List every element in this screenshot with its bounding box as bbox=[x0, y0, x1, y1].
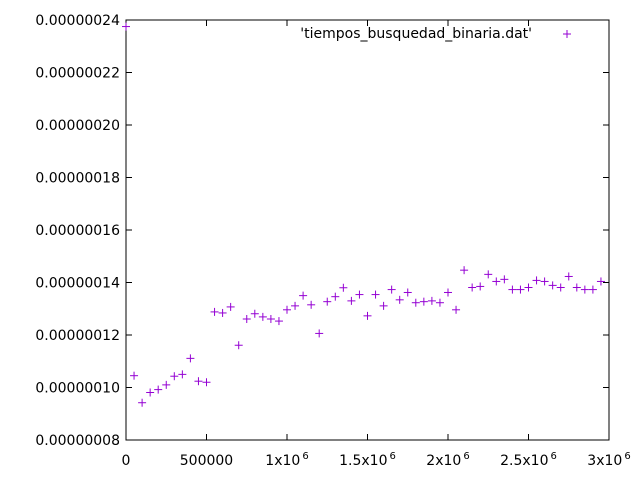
data-point bbox=[500, 275, 509, 284]
x-tick-label-exponent: 6 bbox=[624, 451, 630, 462]
data-point bbox=[588, 285, 597, 294]
x-tick-label: 2x10 6 bbox=[426, 451, 469, 469]
data-point bbox=[178, 370, 187, 379]
data-point bbox=[194, 377, 203, 386]
data-point bbox=[226, 302, 235, 311]
x-tick-label-base: 1.5x10 bbox=[339, 453, 387, 469]
data-point bbox=[371, 290, 380, 299]
x-tick-label: 2.5x10 6 bbox=[500, 451, 557, 469]
data-point bbox=[427, 296, 436, 305]
y-tick-labels: 0.00000008 0.00000010 0.00000012 0.00000014… bbox=[35, 13, 120, 449]
y-tick-label: 0.00000020 bbox=[35, 118, 120, 134]
data-point bbox=[444, 288, 452, 297]
data-point bbox=[146, 388, 155, 397]
data-point bbox=[452, 305, 461, 314]
data-point bbox=[387, 285, 396, 294]
data-point bbox=[122, 22, 130, 31]
data-point bbox=[395, 295, 404, 304]
data-point bbox=[307, 300, 316, 309]
data-point bbox=[234, 341, 243, 350]
data-point bbox=[556, 283, 565, 292]
data-point bbox=[419, 297, 428, 306]
legend-entry-label: 'tiempos_busquedad_binaria.dat' bbox=[300, 26, 532, 42]
data-point bbox=[339, 283, 348, 292]
data-point bbox=[355, 290, 364, 299]
x-tick-label-base: 3x10 bbox=[587, 453, 622, 469]
x-tick-label-base: 2x10 bbox=[426, 453, 461, 469]
data-point bbox=[524, 283, 533, 292]
y-tick-label: 0.00000010 bbox=[35, 381, 120, 397]
x-tick-label: 0 bbox=[122, 453, 131, 469]
y-tick-label: 0.00000016 bbox=[35, 223, 120, 239]
data-point bbox=[492, 277, 501, 286]
y-tick-label: 0.00000018 bbox=[35, 171, 120, 187]
data-point bbox=[564, 272, 573, 281]
data-point bbox=[347, 296, 356, 305]
data-point bbox=[596, 277, 605, 286]
data-point bbox=[283, 305, 291, 314]
data-point bbox=[299, 291, 308, 300]
data-point bbox=[250, 309, 259, 318]
data-point bbox=[202, 378, 211, 387]
data-point bbox=[403, 288, 412, 297]
data-point bbox=[138, 398, 147, 407]
x-tick-label-exponent: 6 bbox=[302, 451, 308, 462]
data-point bbox=[516, 285, 525, 294]
x-tick-label-base: 1x10 bbox=[265, 453, 300, 469]
plot-frame bbox=[125, 19, 610, 441]
legend: 'tiempos_busquedad_binaria.dat' bbox=[300, 26, 571, 42]
x-tick-label-exponent: 6 bbox=[463, 451, 469, 462]
x-tick-label-exponent: 6 bbox=[551, 451, 557, 462]
data-point bbox=[460, 266, 469, 275]
x-tick-label-base: 2.5x10 bbox=[500, 453, 548, 469]
data-point bbox=[218, 308, 227, 317]
x-tick-label-exponent: 6 bbox=[390, 451, 396, 462]
x-tick-label: 1.5x10 6 bbox=[339, 451, 396, 469]
y-tick-label: 0.00000014 bbox=[35, 276, 120, 292]
data-point bbox=[258, 312, 267, 321]
data-point bbox=[323, 297, 332, 306]
y-tick-label: 0.00000024 bbox=[35, 13, 120, 29]
data-points bbox=[122, 22, 605, 407]
y-tick-label: 0.00000012 bbox=[35, 328, 120, 344]
legend-entry-marker bbox=[563, 30, 571, 38]
data-point bbox=[540, 277, 549, 286]
data-point bbox=[411, 298, 420, 307]
axis-ticks bbox=[125, 19, 610, 441]
y-tick-label: 0.00000022 bbox=[35, 66, 120, 82]
data-point bbox=[210, 307, 219, 316]
data-point bbox=[170, 372, 179, 381]
x-tick-label: 500000 bbox=[180, 453, 233, 469]
data-point bbox=[580, 285, 589, 294]
data-point bbox=[379, 301, 388, 310]
x-tick-labels: 0 500000 1x10 6 1.5x10 6 2x10 6 2.5x10 6 3x10 6 bbox=[122, 451, 631, 469]
data-point bbox=[532, 276, 541, 285]
x-tick-label: 1x10 6 bbox=[265, 451, 308, 469]
data-point bbox=[435, 298, 444, 307]
data-point bbox=[548, 281, 557, 290]
y-tick-label: 0.00000008 bbox=[35, 433, 120, 449]
data-point bbox=[572, 283, 581, 292]
x-tick-label: 3x10 6 bbox=[587, 451, 630, 469]
data-point bbox=[154, 385, 163, 394]
x-tick-label-base: 500000 bbox=[180, 453, 233, 469]
data-point bbox=[315, 329, 324, 338]
data-point bbox=[476, 282, 485, 291]
data-point bbox=[484, 270, 493, 279]
data-point bbox=[242, 314, 251, 323]
data-point bbox=[291, 301, 300, 310]
data-point bbox=[331, 292, 340, 301]
data-point bbox=[274, 317, 283, 326]
legend-marker-plus bbox=[563, 30, 571, 38]
data-point bbox=[162, 380, 171, 389]
data-point bbox=[186, 354, 195, 363]
data-point bbox=[363, 311, 372, 320]
data-point bbox=[508, 285, 517, 294]
data-point bbox=[130, 371, 139, 380]
data-point bbox=[468, 283, 477, 292]
data-point bbox=[266, 314, 275, 323]
x-tick-label-base: 0 bbox=[122, 453, 131, 469]
